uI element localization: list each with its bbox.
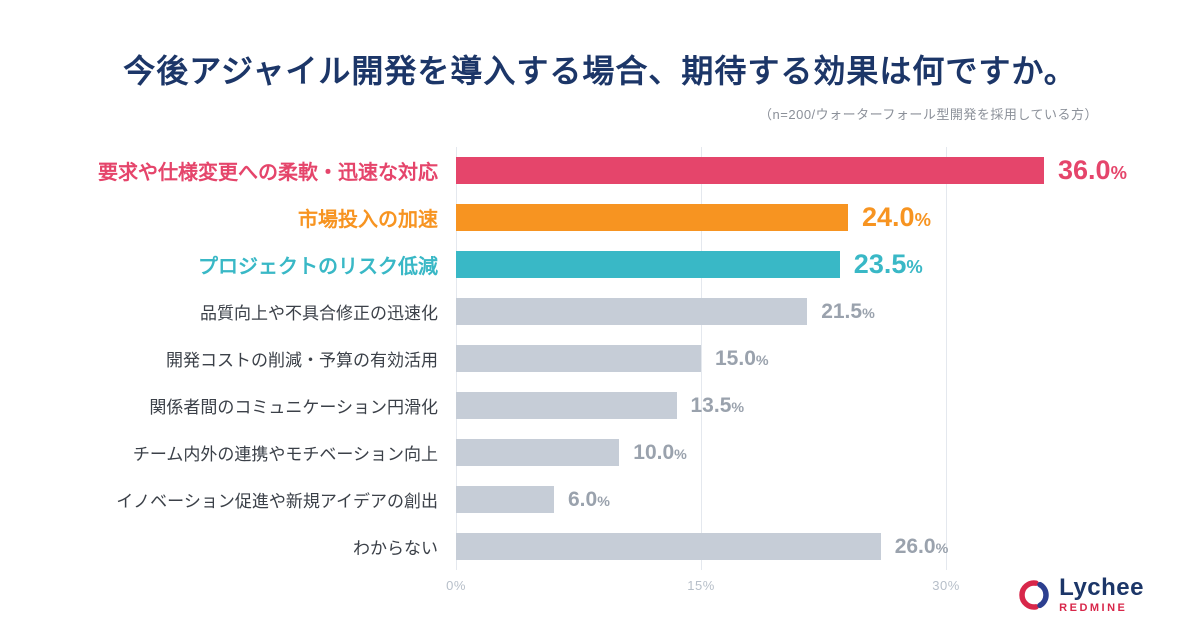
- percent-sign: %: [731, 399, 745, 416]
- x-axis-tick: 15%: [687, 578, 715, 593]
- bar-track: 10.0%: [456, 439, 1200, 466]
- bar-value: 21.5%: [821, 300, 875, 324]
- bar: [456, 251, 840, 278]
- chart-row: 関係者間のコミュニケーション円滑化 13.5%: [0, 382, 1200, 429]
- percent-sign: %: [1110, 162, 1127, 183]
- bar-label: 開発コストの削減・予算の有効活用: [166, 351, 438, 370]
- bar: [456, 204, 848, 231]
- bar-value-number: 24.0: [862, 202, 915, 232]
- bar-track: 21.5%: [456, 298, 1200, 325]
- bar-label: イノベーション促進や新規アイデアの創出: [116, 492, 438, 511]
- chart-subtitle: （n=200/ウォーターフォール型開発を採用している方）: [759, 107, 1098, 122]
- percent-sign: %: [914, 209, 931, 230]
- bar: [456, 298, 808, 325]
- bar-label: チーム内外の連携やモチベーション向上: [132, 445, 438, 464]
- bar: [456, 157, 1044, 184]
- gridline: [946, 147, 947, 570]
- x-axis: 0% 15% 30%: [446, 570, 1200, 596]
- chart-row: プロジェクトのリスク低減 23.5%: [0, 241, 1200, 288]
- bar-value-number: 13.5: [690, 393, 732, 417]
- bar-track: 26.0%: [456, 533, 1200, 560]
- bar-value: 24.0%: [862, 202, 931, 233]
- chart-row: 開発コストの削減・予算の有効活用 15.0%: [0, 335, 1200, 382]
- bar-label: 関係者間のコミュニケーション円滑化: [149, 398, 438, 417]
- bar-value-number: 15.0: [715, 346, 756, 370]
- chart-row: 市場投入の加速 24.0%: [0, 194, 1200, 241]
- chart-row: わからない 26.0%: [0, 523, 1200, 570]
- bar-value-number: 26.0: [894, 534, 936, 558]
- chart-row: チーム内外の連携やモチベーション向上 10.0%: [0, 429, 1200, 476]
- chart-row: イノベーション促進や新規アイデアの創出 6.0%: [0, 476, 1200, 523]
- percent-sign: %: [906, 256, 923, 277]
- bar: [456, 439, 620, 466]
- bar-track: 24.0%: [456, 202, 1200, 233]
- bar-value-number: 6.0: [568, 487, 598, 511]
- x-axis-tick: 30%: [932, 578, 960, 593]
- bar-value: 10.0%: [633, 441, 687, 465]
- bar-label: わからない: [353, 539, 438, 558]
- bar-chart: 要求や仕様変更への柔軟・迅速な対応 36.0% 市場投入の加速 24.0% プロジェクト…: [0, 147, 1200, 596]
- bar-label: 要求や仕様変更への柔軟・迅速な対応: [98, 162, 438, 184]
- percent-sign: %: [674, 446, 687, 463]
- bar-value: 6.0%: [568, 488, 610, 512]
- chart-row: 品質向上や不具合修正の迅速化 21.5%: [0, 288, 1200, 335]
- bar: [456, 392, 677, 419]
- logo-text: Lychee REDMINE: [1059, 576, 1144, 614]
- chart-row: 要求や仕様変更への柔軟・迅速な対応 36.0%: [0, 147, 1200, 194]
- bar-value-number: 36.0: [1058, 155, 1111, 185]
- bar-value: 13.5%: [691, 394, 745, 418]
- percent-sign: %: [597, 493, 610, 510]
- chart-title: 今後アジャイル開発を導入する場合、期待する効果は何ですか。: [123, 53, 1077, 89]
- bar-track: 15.0%: [456, 345, 1200, 372]
- bar-track: 13.5%: [456, 392, 1200, 419]
- percent-sign: %: [862, 305, 875, 322]
- bar-track: 23.5%: [456, 249, 1200, 280]
- bar: [456, 486, 554, 513]
- percent-sign: %: [935, 540, 949, 557]
- bar: [456, 533, 881, 560]
- gridline: [701, 147, 702, 570]
- bar-track: 6.0%: [456, 486, 1200, 513]
- lychee-logo-icon: [1019, 580, 1049, 610]
- bar-track: 36.0%: [456, 155, 1200, 186]
- logo-subtext: REDMINE: [1059, 602, 1128, 614]
- percent-sign: %: [755, 352, 769, 369]
- chart-rows: 要求や仕様変更への柔軟・迅速な対応 36.0% 市場投入の加速 24.0% プロジェクト…: [0, 147, 1200, 570]
- lychee-logo: Lychee REDMINE: [1017, 576, 1144, 614]
- bar-value: 15.0%: [715, 347, 769, 371]
- bar-label: 市場投入の加速: [298, 209, 438, 231]
- logo-wordmark: Lychee: [1059, 574, 1144, 601]
- bar-value: 26.0%: [895, 535, 949, 559]
- bar-value: 23.5%: [854, 249, 923, 280]
- bar-label: 品質向上や不具合修正の迅速化: [200, 304, 438, 323]
- bar: [456, 345, 701, 372]
- bar-value-number: 23.5: [853, 249, 907, 279]
- bar-value-number: 10.0: [633, 440, 675, 464]
- bar-value: 36.0%: [1058, 155, 1127, 186]
- bar-value-number: 21.5: [821, 299, 863, 323]
- bar-label: プロジェクトのリスク低減: [198, 256, 438, 278]
- x-axis-tick: 0%: [446, 578, 466, 593]
